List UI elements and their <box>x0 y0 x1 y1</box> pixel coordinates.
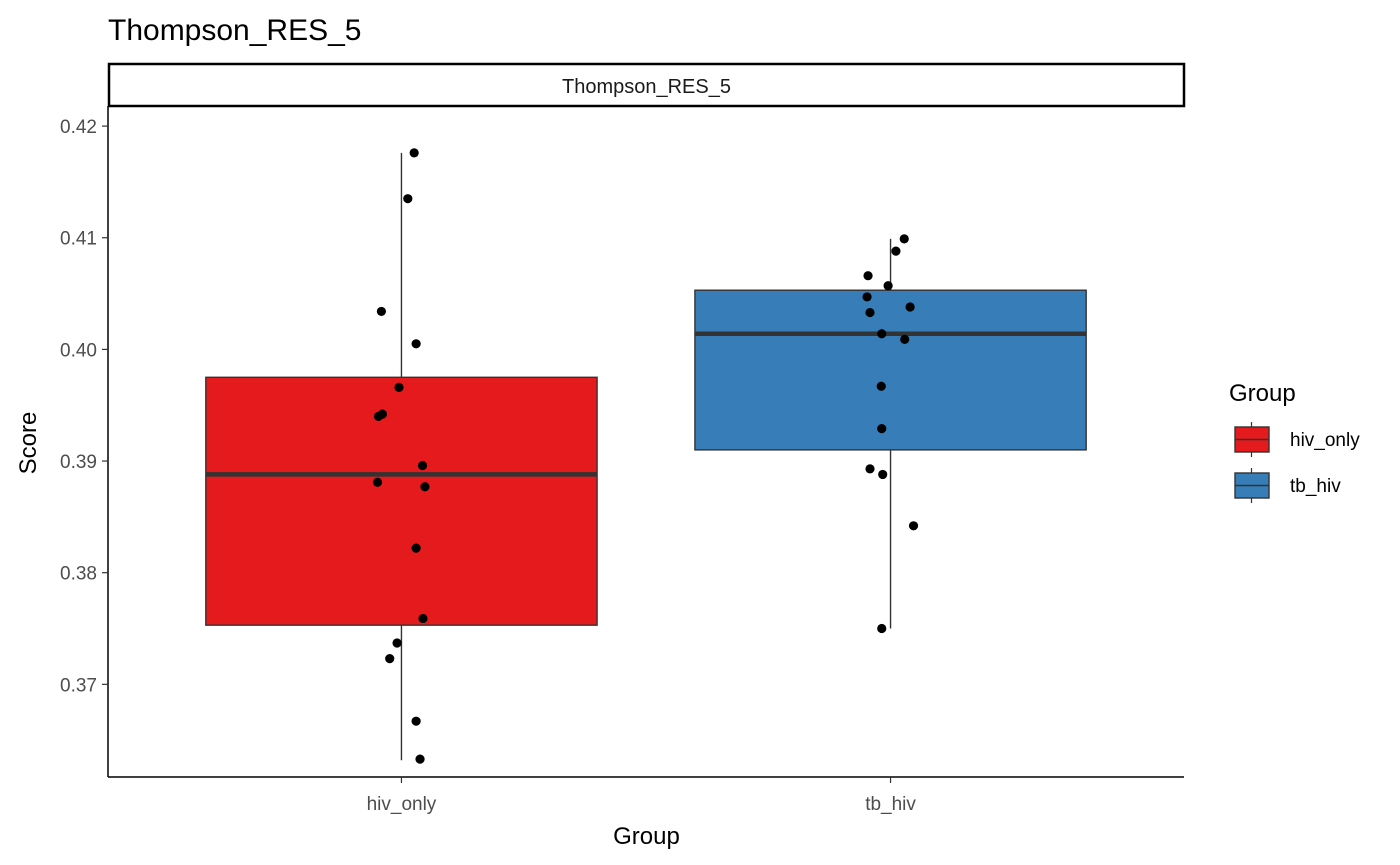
data-point <box>392 638 402 648</box>
data-point <box>899 234 909 244</box>
data-point <box>377 409 387 419</box>
box-iqr <box>205 376 598 626</box>
facet-strip-label: Thompson_RES_5 <box>562 76 731 98</box>
data-point <box>862 292 872 302</box>
box-iqr <box>694 289 1087 451</box>
y-axis-title: Score <box>15 412 42 475</box>
data-point <box>420 482 430 492</box>
plot-area <box>205 148 1087 764</box>
legend-item-hiv_only: hiv_only <box>1234 422 1360 457</box>
data-point <box>865 307 875 318</box>
y-tick-label: 0.38 <box>60 564 97 585</box>
facet-strip: Thompson_RES_5 <box>107 62 1186 108</box>
data-point <box>417 460 428 471</box>
data-point <box>908 521 919 531</box>
legend: Group hiv_only tb_hiv <box>1229 380 1360 503</box>
y-tick-label: 0.37 <box>60 675 97 696</box>
data-point <box>372 477 383 487</box>
data-point <box>411 716 421 726</box>
y-tick-label: 0.41 <box>60 229 97 250</box>
y-tick-label: 0.42 <box>60 117 97 138</box>
data-point <box>403 194 413 204</box>
legend-title: Group <box>1229 380 1296 407</box>
y-axis: 0.37 0.38 0.39 0.40 0.41 0.42 <box>60 106 109 777</box>
data-point <box>376 306 387 317</box>
legend-label: tb_hiv <box>1290 476 1341 497</box>
data-point <box>883 281 893 291</box>
data-points <box>372 148 919 764</box>
data-point <box>418 613 428 624</box>
data-point <box>877 329 887 339</box>
x-axis: hiv_only tb_hiv <box>108 776 1184 815</box>
box-tb_hiv <box>694 238 1087 629</box>
data-point <box>385 654 395 664</box>
data-point <box>878 469 888 480</box>
data-point <box>891 246 901 256</box>
data-point <box>876 381 886 391</box>
legend-item-tb_hiv: tb_hiv <box>1234 468 1341 503</box>
data-point <box>905 302 915 312</box>
facet-strip-box <box>107 62 1186 108</box>
data-point <box>409 148 419 158</box>
data-point <box>877 623 887 634</box>
data-point <box>865 464 875 474</box>
data-point <box>877 424 887 434</box>
x-axis-title: Group <box>613 823 680 850</box>
data-point <box>411 543 421 553</box>
y-tick-label: 0.39 <box>60 452 97 473</box>
x-tick-label: hiv_only <box>367 794 437 815</box>
legend-label: hiv_only <box>1290 430 1360 451</box>
data-point <box>394 382 404 392</box>
data-point <box>863 271 873 281</box>
data-point <box>411 339 421 349</box>
data-point <box>415 754 425 764</box>
chart-title: Thompson_RES_5 <box>108 14 361 47</box>
data-point <box>900 334 910 344</box>
y-tick-label: 0.40 <box>60 340 97 361</box>
box-hiv_only <box>205 152 598 761</box>
x-tick-label: tb_hiv <box>865 794 916 815</box>
